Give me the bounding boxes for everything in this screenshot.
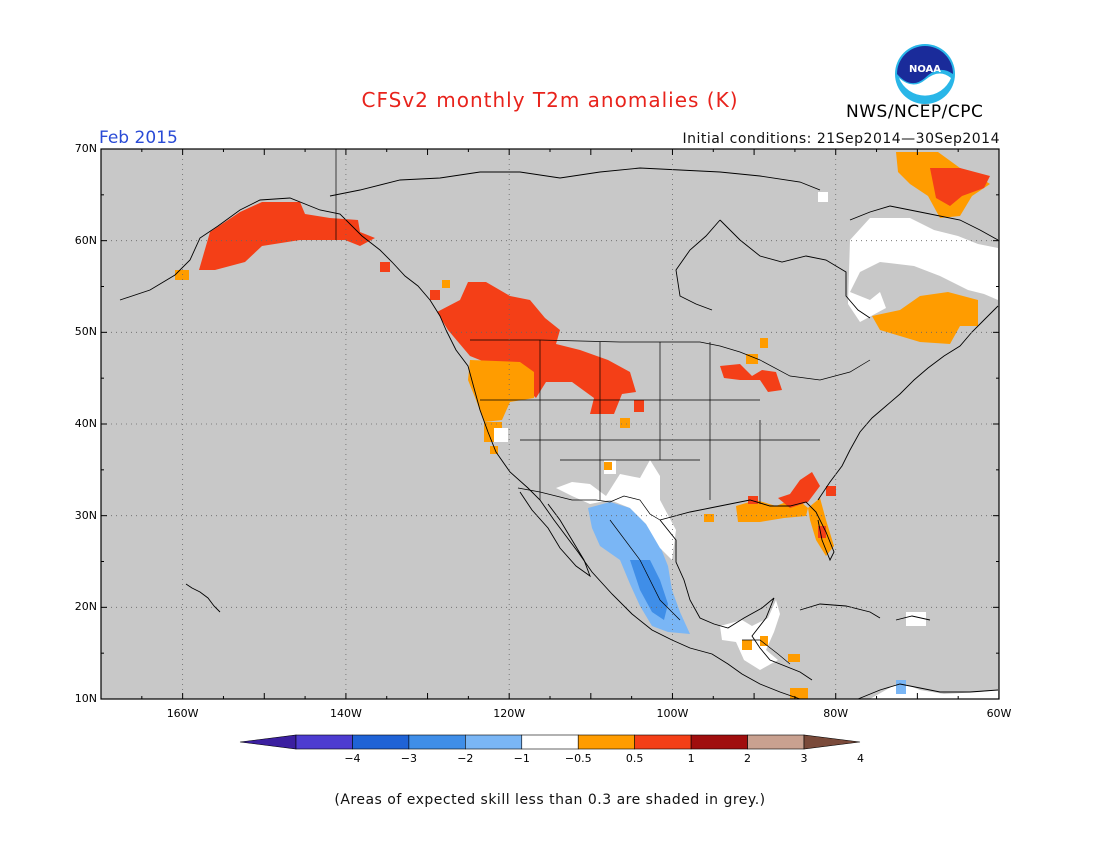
colorbar-label: −1 bbox=[513, 752, 530, 765]
initial-conditions: Initial conditions: 21Sep2014—30Sep2014 bbox=[682, 131, 1000, 147]
map-title: CFSv2 monthly T2m anomalies (K) bbox=[361, 88, 739, 112]
anomaly-alaska-orange bbox=[175, 270, 189, 280]
coast-labrador bbox=[849, 205, 999, 241]
lon-tick-label: 160W bbox=[166, 707, 199, 720]
lat-tick-label: 20N bbox=[74, 600, 97, 614]
colorbar-box bbox=[521, 734, 579, 750]
colorbar-label: 2 bbox=[744, 752, 752, 765]
colorbar-box bbox=[634, 734, 692, 750]
lat-tick-label: 50N bbox=[74, 325, 97, 339]
lat-tick-label: 10N bbox=[74, 692, 97, 705]
anomaly-mx-red bbox=[748, 496, 758, 504]
coast-gulf bbox=[659, 519, 813, 681]
coast-sa bbox=[857, 683, 999, 700]
coast-hudson-west bbox=[675, 219, 721, 311]
footnote: (Areas of expected skill less than 0.3 a… bbox=[334, 792, 766, 808]
coastlines bbox=[119, 167, 999, 700]
colorbar-label: 1 bbox=[687, 752, 695, 765]
anomaly-fl-red bbox=[818, 526, 826, 538]
lon-tick-label: 100W bbox=[656, 707, 689, 720]
noaa-logo: NOAA bbox=[895, 44, 955, 104]
colorbar-box bbox=[747, 734, 805, 750]
anomaly-bc-orange bbox=[442, 280, 450, 288]
colorbar-overflow bbox=[803, 734, 861, 750]
lat-tick-label: 70N bbox=[74, 142, 97, 155]
logo-text: NOAA bbox=[909, 64, 941, 75]
anomaly-ca-orange-patch2 bbox=[760, 636, 768, 646]
colorbar-box bbox=[577, 734, 635, 750]
anomaly-quebec-white bbox=[848, 218, 998, 322]
anomaly-ut-orange bbox=[620, 418, 630, 428]
anomaly-pnw-red bbox=[437, 282, 636, 414]
agency-label: NWS/NCEP/CPC bbox=[846, 102, 984, 122]
anomaly-alaska-red bbox=[199, 202, 375, 270]
colorbar-label: 3 bbox=[800, 752, 808, 765]
political-borders bbox=[335, 149, 871, 665]
coast-arctic bbox=[329, 167, 821, 197]
coast-cuba bbox=[799, 603, 881, 619]
border-us-mexico bbox=[517, 487, 661, 521]
colorbar-underflow bbox=[239, 734, 297, 750]
colorbar-label: −2 bbox=[457, 752, 474, 765]
coast-alaska bbox=[119, 197, 447, 331]
lon-tick-label: 140W bbox=[329, 707, 362, 720]
lon-tick-label: 120W bbox=[493, 707, 526, 720]
coast-westus bbox=[445, 329, 801, 700]
anomaly-lakes-orange2 bbox=[760, 338, 768, 348]
anomaly-pnw-orange bbox=[468, 360, 534, 422]
anomaly-carib-white bbox=[906, 612, 926, 626]
lon-tick-label: 60W bbox=[986, 707, 1012, 720]
colorbar-box bbox=[295, 734, 353, 750]
anomaly-bc-red bbox=[430, 290, 440, 300]
anomaly-lakes-red bbox=[720, 364, 782, 392]
anomaly-ca-orange-patch3 bbox=[788, 654, 800, 662]
colorbar bbox=[239, 734, 861, 750]
lon-tick-label: 80W bbox=[823, 707, 849, 720]
colorbar-box bbox=[408, 734, 466, 750]
lat-tick-label: 30N bbox=[74, 508, 97, 522]
anomaly-wy-red bbox=[634, 400, 644, 412]
border-us-canada bbox=[470, 339, 871, 381]
colorbar-box bbox=[352, 734, 410, 750]
colorbar-label: −3 bbox=[400, 752, 417, 765]
anomaly-arctic-red bbox=[930, 168, 990, 206]
coast-east bbox=[817, 305, 999, 501]
colorbar-box bbox=[465, 734, 523, 750]
frame-ticks bbox=[100, 148, 1000, 700]
graticule bbox=[101, 149, 999, 699]
anomaly-shading bbox=[175, 152, 998, 699]
coast-gulf-north bbox=[659, 499, 835, 562]
colorbar-label: 0.5 bbox=[625, 752, 644, 765]
anomaly-tx-orange bbox=[704, 514, 714, 522]
anomaly-sa-blue bbox=[896, 680, 906, 694]
forecast-month: Feb 2015 bbox=[99, 128, 178, 148]
anomaly-arctic-white bbox=[818, 192, 828, 202]
border-central-am bbox=[742, 639, 791, 665]
lat-tick-label: 40N bbox=[74, 417, 97, 430]
anomaly-tx-orange bbox=[604, 462, 612, 470]
colorbar-label: 4 bbox=[856, 752, 864, 765]
anomaly-ca-orange-patch4 bbox=[790, 688, 808, 699]
colorbar-label: −4 bbox=[344, 752, 361, 765]
anomaly-mexico-blue2 bbox=[630, 560, 668, 620]
lat-tick-label: 60N bbox=[74, 233, 97, 247]
coast-baja bbox=[519, 491, 591, 578]
coast-hudson bbox=[719, 219, 871, 319]
anomaly-se-red bbox=[778, 472, 820, 508]
anomaly-ca-white-patch bbox=[720, 600, 780, 670]
anomaly-sw-white bbox=[556, 460, 676, 560]
anomaly-ca-orange-patch bbox=[742, 640, 752, 650]
anomaly-ca-orange2 bbox=[490, 446, 498, 454]
coast-hawaii bbox=[185, 583, 221, 613]
border-mex-states bbox=[609, 519, 681, 621]
anomaly-ca-white bbox=[494, 428, 508, 442]
anomaly-yk-red bbox=[380, 262, 390, 272]
anomaly-ga-red bbox=[826, 486, 836, 496]
anomaly-lakes-orange bbox=[746, 354, 758, 364]
coast-hispaniola bbox=[895, 615, 931, 621]
colorbar-label: −0.5 bbox=[564, 752, 592, 765]
anomaly-quebec-orange bbox=[872, 292, 978, 344]
colorbar-box bbox=[690, 734, 748, 750]
